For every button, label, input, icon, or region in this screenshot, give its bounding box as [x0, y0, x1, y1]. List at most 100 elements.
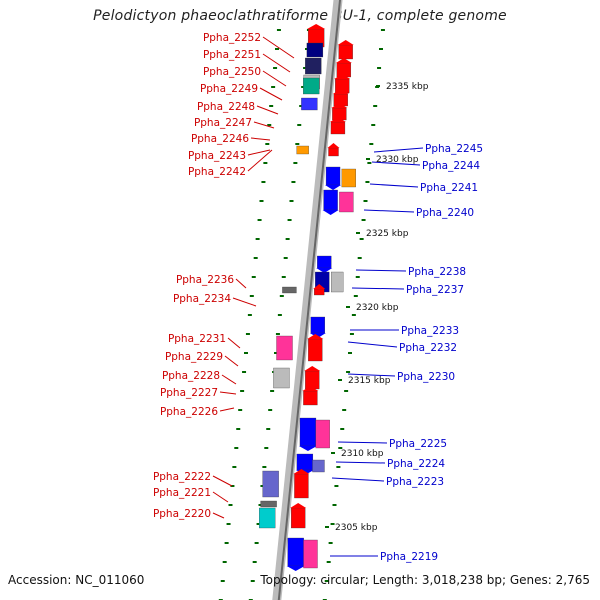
leader-line [355, 269, 407, 272]
leader-line [224, 355, 239, 367]
gene-arrowhead [322, 210, 339, 215]
gene-label-right: Ppha_2237 [406, 284, 464, 296]
gene-label-left: Ppha_2222 [153, 471, 211, 483]
gene-body [303, 77, 320, 95]
gene-block [307, 24, 326, 48]
gene-block [273, 367, 290, 389]
gene-block [313, 284, 326, 296]
gene-arrowhead [307, 334, 324, 339]
gene-body [336, 62, 352, 78]
gene-label-left: Ppha_2221 [153, 487, 211, 499]
backbone-shadow [277, 0, 342, 600]
gene-label-left: Ppha_2249 [200, 83, 258, 95]
gene-arrowhead [286, 566, 305, 571]
gene-body [325, 166, 341, 186]
leader-line [212, 491, 229, 503]
scale-label: 2325 kbp [366, 229, 409, 239]
leader-line [262, 36, 295, 59]
gene-label-right: Ppha_2232 [399, 342, 457, 354]
gene-label-right: Ppha_2224 [387, 458, 445, 470]
gene-body [330, 121, 346, 135]
gene-block [306, 42, 324, 58]
gene-body [305, 370, 320, 390]
gene-label-left: Ppha_2226 [160, 406, 218, 418]
leader-line [212, 512, 225, 519]
gene-label-left: Ppha_2228 [162, 370, 220, 382]
leader-line [351, 287, 405, 290]
gene-label-right: Ppha_2233 [401, 325, 459, 337]
gene-block [339, 191, 354, 213]
gene-block [302, 386, 319, 406]
leader-line [363, 209, 415, 213]
scale-label: 2330 kbp [376, 155, 419, 165]
leader-line [235, 278, 247, 289]
scale-label: 2305 kbp [335, 523, 378, 533]
gene-body [308, 338, 323, 362]
gene-block [307, 334, 324, 362]
gene-block [260, 500, 277, 508]
gene-block [303, 77, 320, 95]
gene-body [331, 271, 344, 293]
gene-body [303, 539, 318, 569]
genome-title: Pelodictyon phaeoclathratiforme BU-1, co… [93, 8, 507, 24]
gene-arrowhead [302, 386, 319, 391]
gene-block [335, 58, 352, 78]
gene-body [294, 473, 309, 499]
gene-body [303, 390, 318, 406]
gene-arrowhead [313, 284, 326, 289]
gene-body [339, 191, 354, 213]
gene-label-left: Ppha_2242 [188, 166, 246, 178]
gene-block [298, 417, 317, 451]
gene-block [327, 143, 340, 157]
gene-body [296, 453, 314, 471]
gene-block [325, 166, 342, 190]
gene-arrowhead [329, 117, 346, 122]
gene-arrowhead [290, 503, 307, 508]
leader-line [337, 441, 388, 444]
gene-arrowhead [307, 24, 326, 29]
gene-label-right: Ppha_2225 [389, 438, 447, 450]
gene-label-right: Ppha_2238 [408, 266, 466, 278]
leader-line [335, 461, 386, 464]
gene-body [301, 97, 318, 111]
gene-body [282, 286, 297, 294]
gene-label-left: Ppha_2246 [191, 133, 249, 145]
gene-block [331, 103, 348, 121]
gene-body [315, 419, 330, 449]
gene-arrowhead [293, 469, 310, 474]
gene-block [276, 335, 293, 361]
gene-arrowhead [327, 143, 340, 148]
gene-label-left: Ppha_2231 [168, 333, 226, 345]
gene-body [312, 459, 325, 473]
leader-line [250, 137, 271, 141]
gene-block [296, 145, 309, 155]
gene-arrowhead [309, 333, 326, 338]
leader-line [219, 407, 235, 412]
gene-body [341, 168, 356, 188]
gene-body [276, 335, 293, 361]
gene-body [291, 507, 306, 529]
gene-block [341, 168, 356, 188]
leader-line [373, 147, 424, 153]
gene-arrowhead [335, 58, 352, 63]
leader-line [262, 53, 291, 73]
gene-label-left: Ppha_2220 [153, 508, 211, 520]
gene-arrowhead [304, 366, 321, 371]
gene-label-right: Ppha_2241 [420, 182, 478, 194]
gene-body [314, 288, 325, 296]
gene-body [310, 316, 326, 334]
leader-line [221, 374, 237, 385]
gene-label-left: Ppha_2227 [160, 387, 218, 399]
gene-body [259, 507, 276, 529]
gene-body [287, 537, 304, 567]
gene-label-left: Ppha_2234 [173, 293, 231, 305]
leader-line [331, 477, 385, 482]
gene-block [305, 57, 322, 75]
scale-label: 2335 kbp [386, 82, 429, 92]
leader-line [371, 161, 421, 166]
gene-arrowhead [325, 185, 342, 190]
leader-line [369, 183, 419, 188]
scale-label: 2315 kbp [348, 376, 391, 386]
gene-block [301, 97, 318, 111]
